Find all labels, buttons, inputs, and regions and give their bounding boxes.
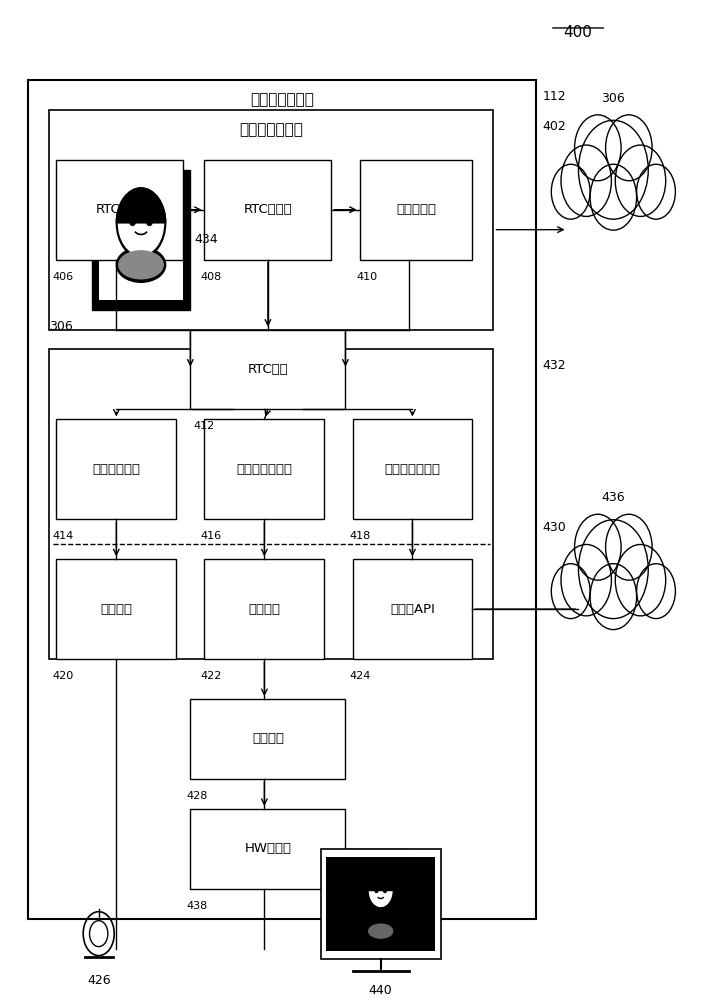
Text: 434: 434 <box>194 233 218 246</box>
Circle shape <box>615 145 666 216</box>
Ellipse shape <box>118 251 164 279</box>
FancyBboxPatch shape <box>190 330 345 409</box>
Text: 窗口管理器: 窗口管理器 <box>396 203 436 216</box>
Text: 420: 420 <box>53 671 74 681</box>
FancyBboxPatch shape <box>352 419 472 519</box>
Text: 412: 412 <box>194 421 215 431</box>
Text: 400: 400 <box>564 25 592 40</box>
FancyBboxPatch shape <box>56 160 183 260</box>
Circle shape <box>590 164 637 230</box>
Circle shape <box>637 164 675 219</box>
Wedge shape <box>116 188 166 223</box>
FancyBboxPatch shape <box>321 849 441 959</box>
Circle shape <box>116 188 166 258</box>
FancyBboxPatch shape <box>56 559 176 659</box>
Text: 440: 440 <box>369 984 393 997</box>
Text: 428: 428 <box>187 791 208 801</box>
Text: 112: 112 <box>543 90 567 103</box>
Wedge shape <box>368 873 393 891</box>
Text: 410: 410 <box>356 272 377 282</box>
Text: 436: 436 <box>601 491 625 504</box>
Text: 430: 430 <box>543 521 567 534</box>
FancyBboxPatch shape <box>190 699 345 779</box>
Text: 406: 406 <box>53 272 74 282</box>
Text: HW解码器: HW解码器 <box>245 842 291 855</box>
Text: 306: 306 <box>49 320 73 333</box>
FancyBboxPatch shape <box>49 349 493 659</box>
Circle shape <box>575 514 621 580</box>
Text: 远程桌面客户端: 远程桌面客户端 <box>240 122 303 137</box>
FancyBboxPatch shape <box>56 419 176 519</box>
Circle shape <box>561 544 611 616</box>
Text: 426: 426 <box>87 974 111 987</box>
Text: 媒体渲染器组件: 媒体渲染器组件 <box>236 463 293 476</box>
Circle shape <box>606 115 652 181</box>
Ellipse shape <box>369 924 393 938</box>
FancyBboxPatch shape <box>204 160 331 260</box>
Circle shape <box>375 889 378 893</box>
Circle shape <box>130 217 135 225</box>
Circle shape <box>575 115 621 181</box>
Text: 插件: 插件 <box>262 359 281 374</box>
Circle shape <box>384 889 386 893</box>
Circle shape <box>118 191 164 255</box>
Ellipse shape <box>116 247 166 282</box>
Text: 客户端计算设备: 客户端计算设备 <box>250 92 314 107</box>
FancyBboxPatch shape <box>190 809 345 889</box>
Circle shape <box>606 514 652 580</box>
FancyBboxPatch shape <box>204 419 324 519</box>
FancyBboxPatch shape <box>28 80 536 919</box>
Text: RTC管理器: RTC管理器 <box>243 203 293 216</box>
Text: 媒体流源: 媒体流源 <box>252 732 284 745</box>
Text: 媒体捕获组件: 媒体捕获组件 <box>92 463 140 476</box>
Circle shape <box>369 875 392 906</box>
Circle shape <box>551 564 590 619</box>
Text: 402: 402 <box>543 120 567 133</box>
Text: 414: 414 <box>53 531 74 541</box>
Text: 432: 432 <box>543 359 567 372</box>
Text: 408: 408 <box>201 272 222 282</box>
Circle shape <box>561 145 611 216</box>
Circle shape <box>147 217 152 225</box>
Text: 媒体引擎: 媒体引擎 <box>248 603 281 616</box>
FancyBboxPatch shape <box>92 170 190 310</box>
Circle shape <box>590 564 637 630</box>
Text: 套接字API: 套接字API <box>390 603 435 616</box>
Text: 306: 306 <box>601 92 625 105</box>
FancyBboxPatch shape <box>360 160 472 260</box>
Text: 422: 422 <box>201 671 222 681</box>
FancyBboxPatch shape <box>204 559 324 659</box>
Text: RTC侦听器: RTC侦听器 <box>95 203 145 216</box>
Circle shape <box>578 120 649 219</box>
Circle shape <box>551 164 590 219</box>
FancyBboxPatch shape <box>352 559 472 659</box>
Circle shape <box>368 873 393 908</box>
Text: 416: 416 <box>201 531 222 541</box>
FancyBboxPatch shape <box>326 857 435 951</box>
Text: 438: 438 <box>187 901 208 911</box>
Circle shape <box>578 520 649 619</box>
Text: 源读取器: 源读取器 <box>100 603 133 616</box>
FancyBboxPatch shape <box>49 110 493 330</box>
Text: RTC组件: RTC组件 <box>247 363 288 376</box>
Text: 窗口管理器组件: 窗口管理器组件 <box>384 463 441 476</box>
Text: 418: 418 <box>349 531 370 541</box>
Text: 424: 424 <box>349 671 370 681</box>
Circle shape <box>615 544 666 616</box>
FancyBboxPatch shape <box>99 180 183 300</box>
Circle shape <box>637 564 675 619</box>
Ellipse shape <box>367 921 395 941</box>
